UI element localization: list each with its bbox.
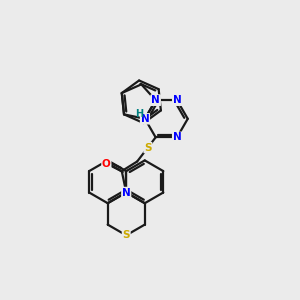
Text: S: S <box>144 142 152 153</box>
Text: O: O <box>102 159 111 169</box>
Text: N: N <box>173 95 182 105</box>
Text: N: N <box>151 95 160 105</box>
Text: N: N <box>151 95 160 105</box>
Text: N: N <box>141 114 149 124</box>
Text: S: S <box>122 230 130 240</box>
Text: N: N <box>173 132 182 142</box>
Text: N: N <box>122 188 130 197</box>
Text: H: H <box>136 109 144 119</box>
